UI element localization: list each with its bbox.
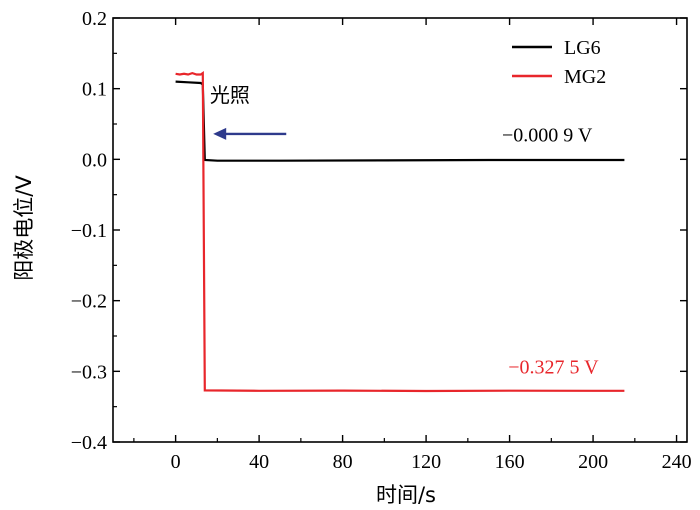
x-tick-label: 200: [578, 451, 608, 473]
ticks-layer: 0 40 80 120 160 200 240 0.2 0.1 0.0 −0.1 −0.2 −0.3 −0…: [71, 8, 692, 473]
annotation-label: 光照: [210, 84, 250, 107]
y-tick-label: −0.2: [71, 291, 107, 313]
y-tick-label: −0.1: [71, 220, 107, 242]
y-tick-label: 0.0: [82, 149, 107, 171]
x-axis-title: 时间/s: [376, 483, 436, 507]
y-tick-label: 0.1: [82, 79, 107, 101]
x-tick-label: 80: [333, 451, 353, 473]
series-line-lg6: [175, 80, 625, 162]
x-tick-label: 40: [249, 451, 269, 473]
y-tick-label: −0.4: [71, 432, 107, 454]
x-tick-label: 0: [171, 451, 181, 473]
annotation-label: −0.327 5 V: [508, 356, 599, 378]
annotations: 光照 −0.000 9 V −0.327 5 V: [210, 84, 599, 378]
annotation-label: −0.000 9 V: [502, 125, 593, 147]
y-tick-label: 0.2: [82, 8, 107, 30]
y-tick-label: −0.3: [71, 361, 107, 383]
series-layer: [175, 71, 625, 393]
x-tick-label: 240: [662, 451, 692, 473]
series-line-mg2: [175, 71, 625, 393]
legend-label-lg6: LG6: [564, 37, 601, 59]
x-tick-label: 120: [411, 451, 441, 473]
x-tick-label: 160: [495, 451, 525, 473]
legend-label-mg2: MG2: [564, 66, 606, 88]
light-arrow-head-icon: [213, 127, 227, 140]
y-axis-title: 阳极电位/V: [12, 175, 36, 281]
